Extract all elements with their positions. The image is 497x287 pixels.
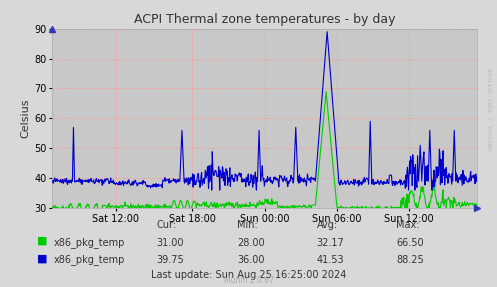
Text: 36.00: 36.00 xyxy=(237,255,264,265)
Y-axis label: Celsius: Celsius xyxy=(20,99,30,138)
Text: 41.53: 41.53 xyxy=(317,255,344,265)
Text: x86_pkg_temp: x86_pkg_temp xyxy=(54,254,125,265)
Text: Cur:: Cur: xyxy=(157,220,176,230)
Text: 66.50: 66.50 xyxy=(396,238,424,247)
Text: ■: ■ xyxy=(37,253,48,263)
Text: Avg:: Avg: xyxy=(317,220,338,230)
Text: 88.25: 88.25 xyxy=(396,255,424,265)
Text: 31.00: 31.00 xyxy=(157,238,184,247)
Text: ■: ■ xyxy=(37,236,48,246)
Text: 32.17: 32.17 xyxy=(317,238,344,247)
Text: 39.75: 39.75 xyxy=(157,255,184,265)
Text: Min:: Min: xyxy=(237,220,258,230)
Text: RRDTOOL / TOBI OETIKER: RRDTOOL / TOBI OETIKER xyxy=(488,68,493,150)
Text: Munin 2.0.67: Munin 2.0.67 xyxy=(224,276,273,285)
Title: ACPI Thermal zone temperatures - by day: ACPI Thermal zone temperatures - by day xyxy=(134,13,396,26)
Text: 28.00: 28.00 xyxy=(237,238,265,247)
Text: x86_pkg_temp: x86_pkg_temp xyxy=(54,237,125,248)
Text: Max:: Max: xyxy=(396,220,419,230)
Text: Last update: Sun Aug 25 16:25:00 2024: Last update: Sun Aug 25 16:25:00 2024 xyxy=(151,270,346,280)
